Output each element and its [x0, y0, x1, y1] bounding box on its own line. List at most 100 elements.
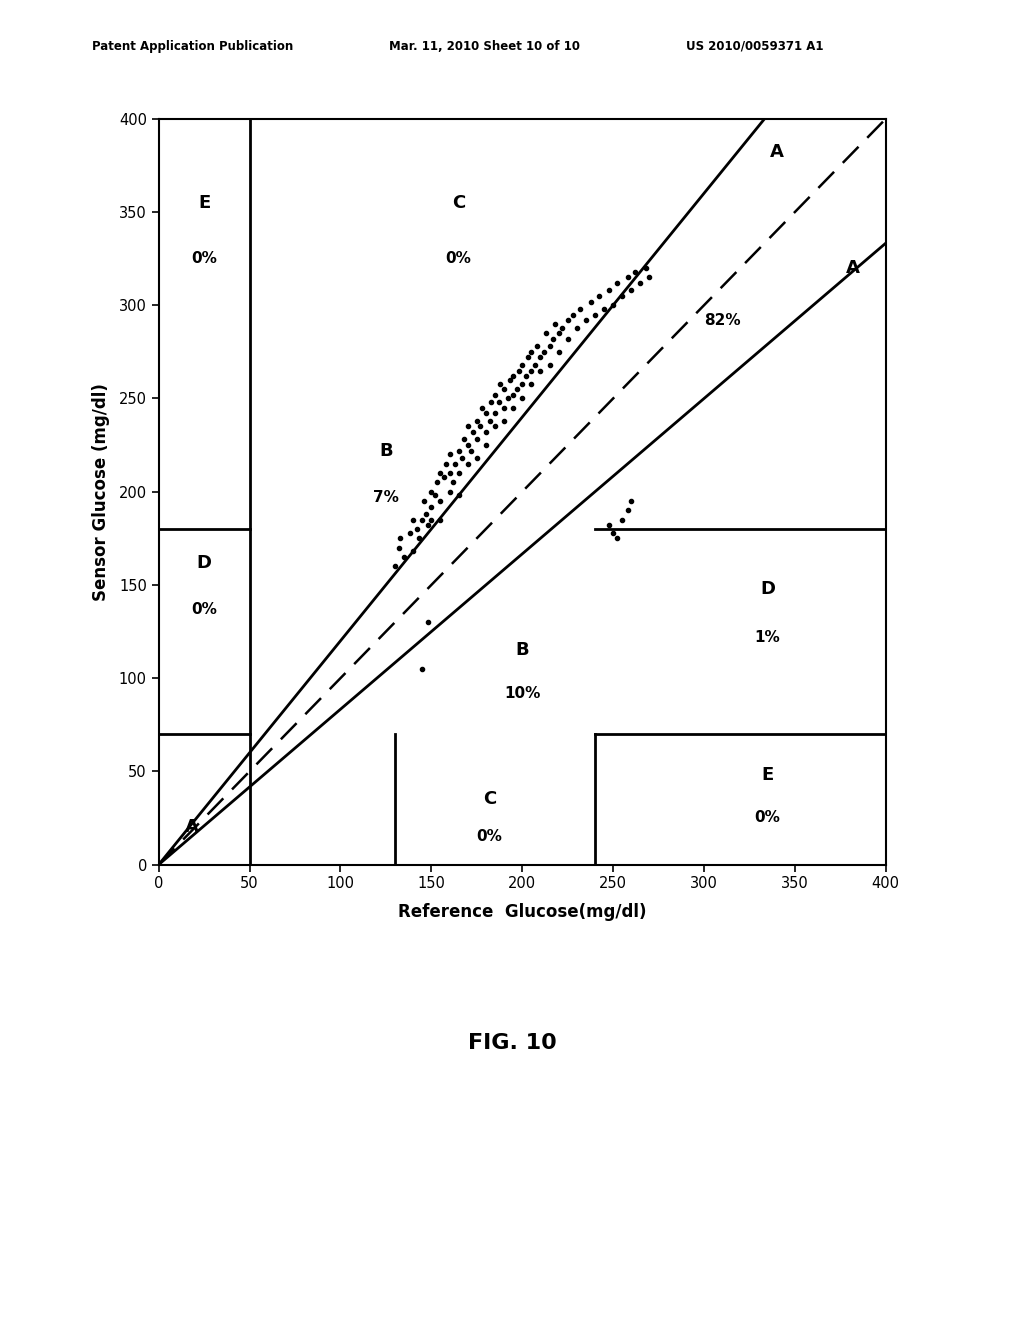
Point: [614, 285, 631, 306]
Point: [568, 317, 585, 338]
Text: D: D: [760, 579, 775, 598]
Point: [572, 298, 589, 319]
Point: [477, 434, 495, 455]
Text: 0%: 0%: [191, 251, 217, 267]
Point: [418, 503, 434, 524]
Point: [423, 510, 439, 531]
Point: [465, 421, 481, 442]
Point: [514, 374, 530, 395]
Point: [392, 528, 409, 549]
Point: [528, 335, 545, 356]
Point: [523, 342, 540, 363]
Point: [481, 411, 498, 432]
Text: FIG. 10: FIG. 10: [468, 1032, 556, 1053]
Point: [605, 523, 622, 544]
Point: [608, 272, 625, 293]
Point: [416, 491, 432, 512]
Point: [505, 397, 521, 418]
Text: US 2010/0059371 A1: US 2010/0059371 A1: [686, 40, 823, 53]
Point: [536, 342, 552, 363]
Point: [486, 384, 503, 405]
Point: [545, 329, 561, 350]
Point: [538, 322, 554, 343]
Point: [526, 354, 543, 375]
Point: [608, 528, 625, 549]
Point: [638, 257, 654, 279]
Point: [601, 515, 617, 536]
Point: [519, 347, 536, 368]
Point: [542, 354, 558, 375]
Text: 1%: 1%: [755, 630, 780, 644]
Text: 82%: 82%: [703, 313, 740, 327]
Point: [605, 294, 622, 315]
Text: 0%: 0%: [445, 251, 472, 267]
Point: [404, 541, 422, 562]
Point: [532, 347, 549, 368]
Point: [409, 519, 425, 540]
Point: [423, 482, 439, 503]
Text: A: A: [846, 259, 860, 277]
Point: [460, 434, 476, 455]
Point: [463, 440, 479, 461]
Point: [496, 379, 512, 400]
Point: [469, 447, 485, 469]
Point: [472, 416, 488, 437]
Point: [518, 366, 535, 387]
Point: [469, 429, 485, 450]
Point: [432, 491, 449, 512]
Point: [451, 440, 467, 461]
Point: [420, 611, 436, 632]
Text: B: B: [515, 642, 529, 659]
Point: [614, 510, 631, 531]
Point: [551, 342, 567, 363]
Text: 0%: 0%: [476, 829, 503, 843]
Text: A: A: [770, 144, 783, 161]
Point: [483, 392, 500, 413]
Point: [587, 304, 603, 325]
Point: [451, 484, 467, 506]
Point: [477, 421, 495, 442]
Point: [627, 261, 643, 282]
Point: [436, 466, 453, 487]
Text: E: E: [198, 194, 210, 211]
Point: [432, 510, 449, 531]
Point: [505, 384, 521, 405]
Point: [523, 360, 540, 381]
Point: [623, 491, 639, 512]
Y-axis label: Sensor Glucose (mg/dl): Sensor Glucose (mg/dl): [92, 383, 111, 601]
Point: [632, 272, 648, 293]
Point: [441, 482, 458, 503]
Text: C: C: [452, 194, 465, 211]
Point: [469, 411, 485, 432]
Point: [514, 354, 530, 375]
Point: [454, 447, 470, 469]
Point: [396, 546, 413, 568]
Point: [456, 429, 472, 450]
Point: [547, 313, 563, 334]
Point: [404, 510, 422, 531]
Point: [620, 267, 636, 288]
Point: [411, 528, 427, 549]
X-axis label: Reference  Glucose(mg/dl): Reference Glucose(mg/dl): [398, 903, 646, 920]
Point: [414, 659, 430, 680]
Point: [401, 523, 418, 544]
Text: 0%: 0%: [755, 810, 780, 825]
Point: [486, 416, 503, 437]
Point: [502, 370, 518, 391]
Point: [437, 453, 454, 474]
Point: [542, 335, 558, 356]
Point: [474, 397, 490, 418]
Point: [565, 304, 582, 325]
Point: [532, 360, 549, 381]
Point: [583, 290, 599, 312]
Point: [445, 471, 462, 492]
Point: [486, 403, 503, 424]
Point: [514, 388, 530, 409]
Point: [387, 556, 403, 577]
Text: Mar. 11, 2010 Sheet 10 of 10: Mar. 11, 2010 Sheet 10 of 10: [389, 40, 581, 53]
Point: [477, 403, 495, 424]
Point: [460, 453, 476, 474]
Point: [591, 285, 607, 306]
Point: [441, 462, 458, 483]
Point: [559, 310, 575, 331]
